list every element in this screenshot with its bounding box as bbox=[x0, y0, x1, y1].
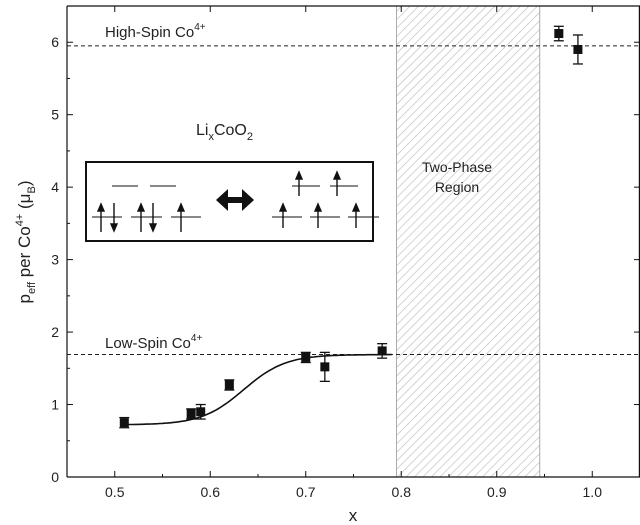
low-spin-label: Low-Spin Co4+ bbox=[105, 333, 202, 352]
y-tick-label: 0 bbox=[51, 469, 59, 485]
y-tick-label: 3 bbox=[51, 252, 59, 268]
x-tick-label: 1.0 bbox=[583, 484, 603, 500]
data-point bbox=[300, 351, 311, 364]
y-tick-label: 2 bbox=[51, 324, 59, 340]
data-point bbox=[319, 351, 330, 383]
y-tick-label: 4 bbox=[51, 179, 59, 195]
data-point bbox=[186, 408, 197, 420]
square-marker bbox=[196, 407, 206, 417]
square-marker bbox=[377, 346, 387, 356]
data-point bbox=[119, 416, 130, 429]
data-point bbox=[553, 25, 564, 42]
square-marker bbox=[573, 44, 583, 54]
y-tick-label: 1 bbox=[51, 397, 59, 413]
double-arrow-icon bbox=[216, 189, 254, 211]
high-spin-label: High-Spin Co4+ bbox=[105, 22, 206, 41]
square-marker bbox=[554, 29, 564, 39]
region-label-line1: Two-Phase bbox=[422, 159, 492, 175]
square-marker bbox=[186, 409, 196, 419]
data-point bbox=[195, 403, 206, 420]
fit-curve bbox=[124, 353, 392, 426]
x-tick-label: 0.8 bbox=[392, 484, 412, 500]
x-tick-label: 0.5 bbox=[105, 484, 125, 500]
y-tick-label: 6 bbox=[51, 34, 59, 50]
x-tick-label: 0.6 bbox=[201, 484, 221, 500]
x-axis-label: x bbox=[349, 506, 358, 525]
y-axis-label: peff per Co4+ (μB) bbox=[14, 181, 38, 304]
data-point bbox=[377, 343, 388, 359]
two-phase-region bbox=[395, 5, 541, 478]
compound-label: LixCoO2 bbox=[196, 122, 253, 143]
square-marker bbox=[320, 362, 330, 372]
square-marker bbox=[119, 418, 129, 428]
data-points bbox=[119, 25, 583, 429]
square-marker bbox=[224, 380, 234, 390]
data-point bbox=[572, 34, 583, 65]
region-label-line2: Region bbox=[435, 179, 479, 195]
square-marker bbox=[301, 352, 311, 362]
y-tick-label: 5 bbox=[51, 107, 59, 123]
spin-state-diagram bbox=[85, 161, 379, 242]
x-tick-label: 0.7 bbox=[296, 484, 316, 500]
data-point bbox=[224, 379, 235, 391]
x-tick-label: 0.9 bbox=[487, 484, 507, 500]
